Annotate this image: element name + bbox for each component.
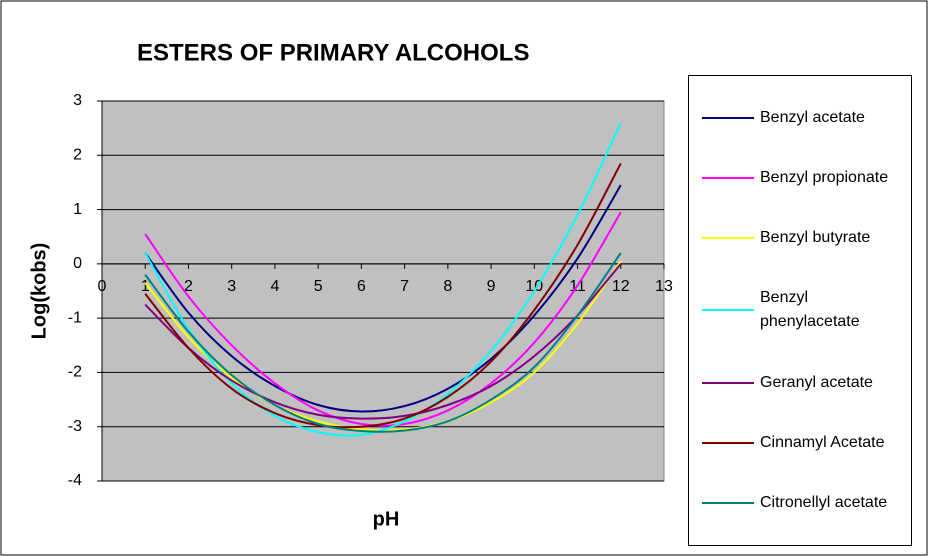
legend-label: Geranyl acetate xyxy=(760,373,873,391)
legend-swatch xyxy=(702,177,754,180)
x-tick-label: 0 xyxy=(98,278,107,295)
x-tick-label: 3 xyxy=(227,278,236,295)
series-line xyxy=(144,122,622,437)
legend-swatch xyxy=(702,441,754,444)
x-tick-label: 9 xyxy=(487,278,496,295)
legend-item: Citronellyl acetate xyxy=(689,491,911,515)
chart-title: ESTERS OF PRIMARY ALCOHOLS xyxy=(137,39,529,66)
legend-swatch xyxy=(702,381,754,384)
legend-item: Benzyl butyrate xyxy=(689,226,911,250)
series-line xyxy=(144,252,622,433)
legend-label: Benzyl butyrate xyxy=(760,229,871,247)
legend-swatch xyxy=(702,237,754,240)
x-tick-label: 8 xyxy=(443,278,452,295)
y-tick-label: 3 xyxy=(73,92,82,109)
legend-label: Benzyl phenylacetate xyxy=(760,289,860,331)
legend-swatch xyxy=(702,501,754,504)
x-tick-label: 4 xyxy=(270,278,279,295)
legend-label: Cinnamyl Acetate xyxy=(760,433,885,451)
y-tick-label: -2 xyxy=(68,364,82,381)
y-tick-label: -1 xyxy=(68,309,82,326)
legend-label: Citronellyl acetate xyxy=(760,493,888,511)
legend-swatch xyxy=(702,309,754,312)
x-tick-label: 2 xyxy=(184,278,193,295)
y-tick-label: -4 xyxy=(68,472,82,489)
x-axis-label: pH xyxy=(373,508,400,530)
legend: Benzyl acetate Benzyl propionate Benzyl bu… xyxy=(688,75,912,546)
legend-swatch xyxy=(702,117,754,120)
y-tick-label: 0 xyxy=(73,255,82,272)
series-line xyxy=(144,211,622,427)
x-tick-label: 5 xyxy=(314,278,323,295)
legend-item: Cinnamyl Acetate xyxy=(689,431,911,455)
y-tick-label: -3 xyxy=(68,418,82,435)
legend-label: Benzyl acetate xyxy=(760,109,865,127)
x-tick-label: 13 xyxy=(655,278,673,295)
legend-item: Benzyl acetate xyxy=(689,106,911,130)
legend-item: Benzyl propionate xyxy=(689,166,911,190)
legend-label: Benzyl propionate xyxy=(760,169,889,187)
y-axis-label: Log(kobs) xyxy=(28,243,50,340)
x-tick-label: 7 xyxy=(400,278,409,295)
legend-item: Geranyl acetate xyxy=(689,371,911,395)
series-line xyxy=(144,184,622,413)
y-tick-label: 1 xyxy=(73,201,82,218)
series-line xyxy=(144,162,622,429)
y-tick-label: 2 xyxy=(73,147,82,164)
x-tick-label: 1 xyxy=(141,278,150,295)
legend-item: Benzyl phenylacetate xyxy=(689,286,911,334)
series-line xyxy=(144,263,622,420)
x-tick-label: 12 xyxy=(612,278,630,295)
x-tick-label: 6 xyxy=(357,278,366,295)
series-line xyxy=(144,260,622,432)
